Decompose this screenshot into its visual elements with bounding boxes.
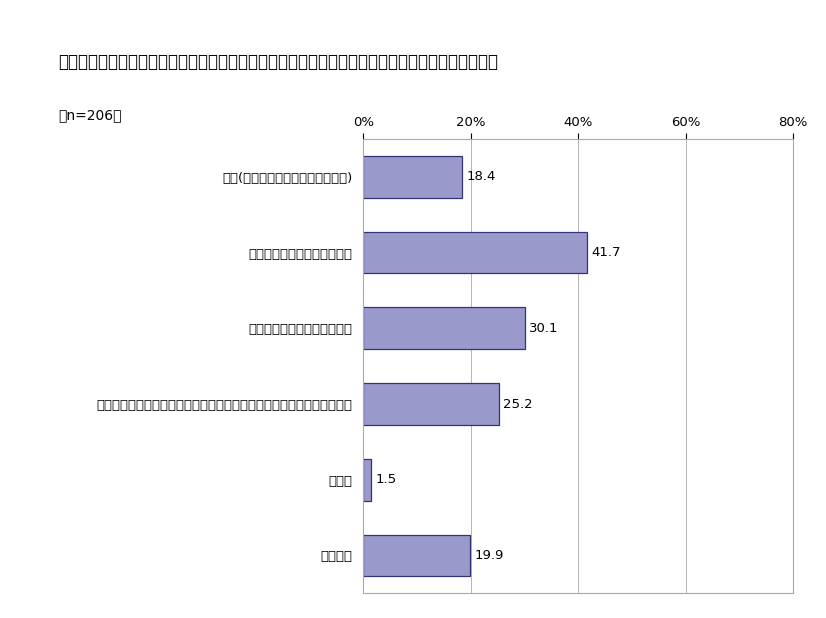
Bar	[363, 459, 372, 501]
Text: （n=206）: （n=206）	[58, 108, 121, 122]
Bar	[363, 383, 499, 425]
Bar	[363, 308, 525, 349]
Text: 1.5: 1.5	[376, 473, 397, 486]
Text: 女性がエフェクト効果のあるアプリ等で自分が写った写真を加工する事に対してどう思いますか。: 女性がエフェクト効果のあるアプリ等で自分が写った写真を加工する事に対してどう思い…	[58, 53, 498, 70]
Text: 25.2: 25.2	[503, 397, 533, 410]
Text: 30.1: 30.1	[529, 322, 559, 335]
Bar	[363, 535, 470, 576]
Text: 41.7: 41.7	[591, 246, 621, 259]
Text: 18.4: 18.4	[467, 171, 496, 184]
Bar	[363, 156, 463, 198]
Bar	[363, 232, 587, 273]
Text: 19.9: 19.9	[475, 549, 504, 562]
